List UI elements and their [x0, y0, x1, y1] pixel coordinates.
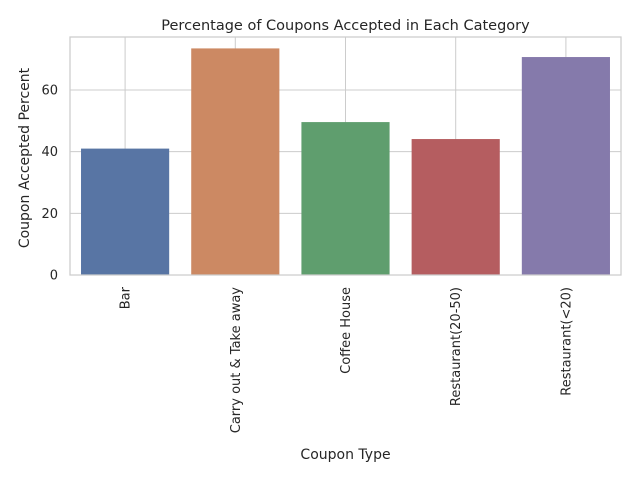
chart-title: Percentage of Coupons Accepted in Each C… [161, 18, 530, 34]
x-tick-label: Restaurant(20-50) [449, 287, 464, 406]
plot-frame [69, 36, 622, 276]
x-tick-label: Coffee House [339, 287, 354, 374]
x-axis-title: Coupon Type [300, 447, 390, 463]
y-tick-label: 40 [41, 145, 58, 160]
axes-frame [69, 36, 622, 276]
bar-bar [81, 148, 170, 275]
y-tick-label: 0 [50, 269, 58, 284]
bar-restaurant-20 [521, 57, 610, 275]
x-tick-label: Bar [119, 286, 134, 309]
y-tick-labels: 0 20 40 60 [41, 84, 58, 284]
y-tick-label: 20 [41, 207, 58, 222]
bar-coffee-house [301, 122, 390, 276]
x-tick-label: Carry out & Take away [229, 287, 244, 434]
x-tick-label: Restaurant(<20) [559, 287, 574, 396]
bars [81, 48, 610, 276]
bar-restaurant-20-50 [411, 139, 500, 275]
bar-carry-out-take-away [191, 48, 280, 275]
y-axis-title: Coupon Accepted Percent [17, 67, 33, 248]
x-tick-labels: Bar Carry out & Take away Coffee House Rest… [119, 286, 575, 433]
y-tick-label: 60 [41, 84, 58, 99]
